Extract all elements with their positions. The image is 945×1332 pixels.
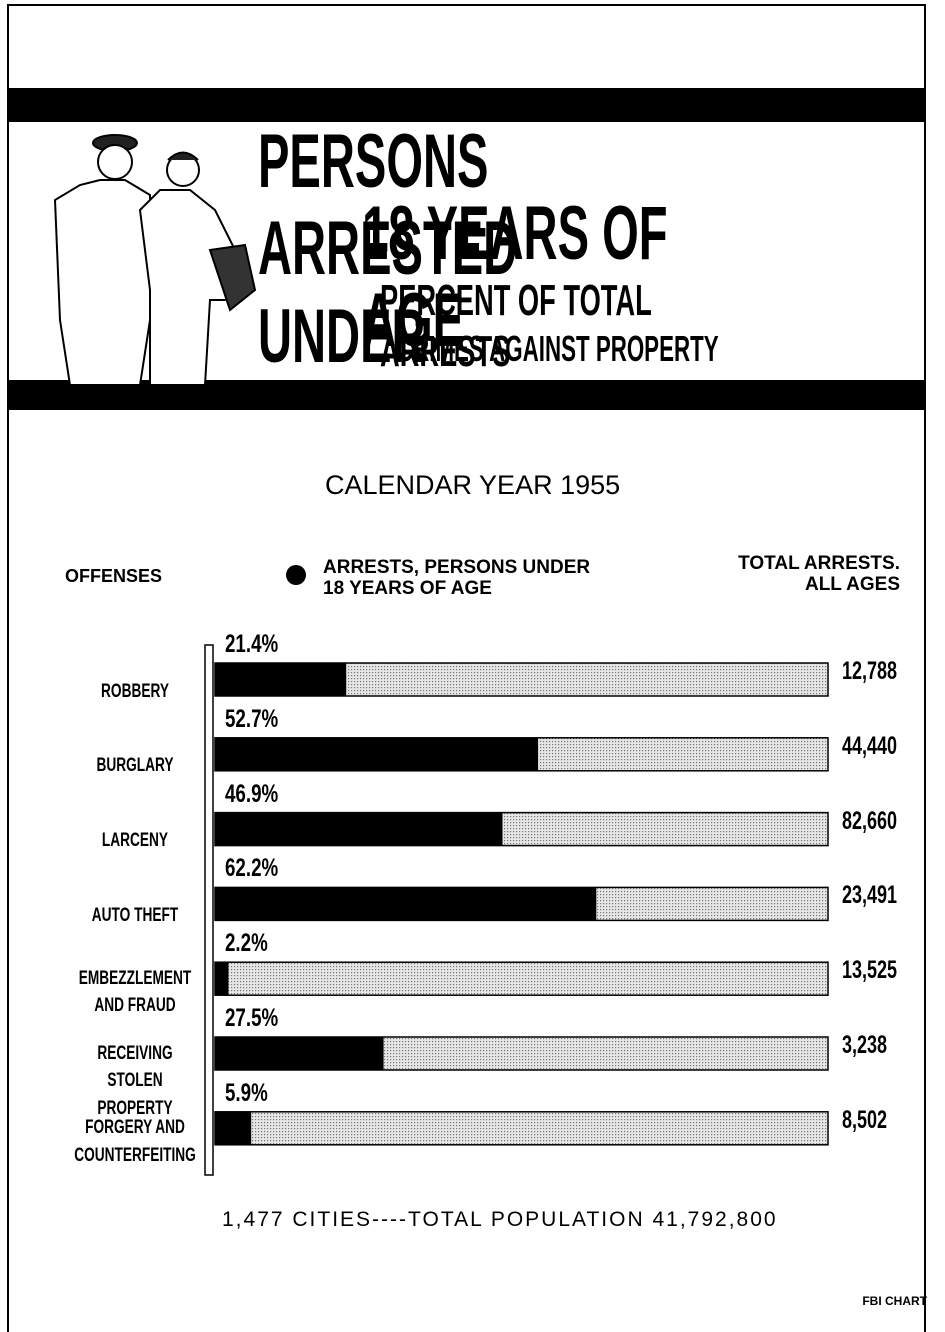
category-label: AUTO THEFT <box>74 902 196 930</box>
total-label: 12,788 <box>842 657 897 686</box>
illustration <box>55 135 255 385</box>
data-label: 46.9% <box>225 780 278 809</box>
bar <box>215 962 228 995</box>
total-label: 82,660 <box>842 807 897 836</box>
data-label: 27.5% <box>225 1004 278 1033</box>
data-label: 52.7% <box>225 705 278 734</box>
category-label: EMBEZZLEMENT AND FRAUD <box>74 965 196 1020</box>
bar <box>215 663 346 696</box>
axis-bar <box>205 645 213 1175</box>
total-label: 3,238 <box>842 1031 887 1060</box>
total-label: 8,502 <box>842 1106 887 1135</box>
source: FBI CHART <box>862 1295 927 1309</box>
category-header: OFFENSES <box>65 566 162 587</box>
category-label: FORGERY AND COUNTERFEITING <box>74 1114 196 1169</box>
bar-total <box>215 962 828 995</box>
legend-marker <box>286 565 306 585</box>
data-label: 62.2% <box>225 854 278 883</box>
bar <box>215 1112 251 1145</box>
category-label: ROBBERY <box>74 678 196 706</box>
footer: 1,477 CITIES----TOTAL POPULATION 41,792,… <box>222 1208 778 1232</box>
total-label: 13,525 <box>842 956 897 985</box>
period: CALENDAR YEAR 1955 <box>325 470 620 501</box>
category-label: BURGLARY <box>74 752 196 780</box>
category-label: LARCENY <box>74 827 196 855</box>
band-top <box>8 88 925 122</box>
bar <box>215 1037 384 1070</box>
total-label: 23,491 <box>842 881 897 910</box>
total-label: 44,440 <box>842 732 897 761</box>
category-label: RECEIVING STOLEN PROPERTY <box>74 1040 196 1123</box>
page: PERSONS ARRESTED UNDER 18 YEARS OF AGE P… <box>0 0 945 1332</box>
bar <box>215 813 502 846</box>
data-label: 5.9% <box>225 1079 268 1108</box>
subtitle: CRIMES AGAINST PROPERTY <box>397 328 719 369</box>
data-label: 21.4% <box>225 630 278 659</box>
band-bottom <box>8 380 925 410</box>
data-label: 2.2% <box>225 929 268 958</box>
bar-total <box>215 1112 828 1145</box>
bar <box>215 887 596 920</box>
totals-header: TOTAL ARRESTS. ALL AGES <box>738 554 900 596</box>
legend-label: ARRESTS, PERSONS UNDER 18 YEARS OF AGE <box>323 558 590 600</box>
bar <box>215 738 538 771</box>
